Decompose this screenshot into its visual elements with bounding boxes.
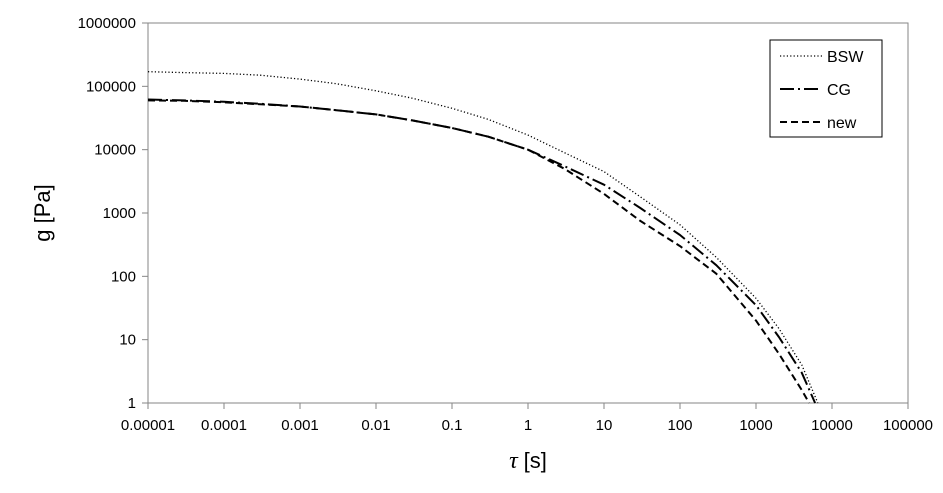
x-tick-label: 0.1 [442,417,463,434]
y-tick-label: 100 [111,268,136,285]
x-axis-symbol: τ [509,448,519,474]
x-axis-title: τ [s] [509,448,547,474]
legend-label-cg: CG [827,82,851,99]
x-tick-label: 10000 [811,417,853,434]
x-tick-label: 0.001 [281,417,319,434]
x-tick-label: 1000 [739,417,772,434]
x-tick-label: 100000 [883,417,933,434]
y-tick-label: 100000 [86,78,136,95]
x-tick-label: 0.0001 [201,417,247,434]
y-tick-label: 1 [128,395,136,412]
series-line-new [147,99,810,404]
legend: BSW CG new [769,39,883,138]
y-axis-title: g [Pa] [30,184,55,241]
legend-label-new: new [827,115,857,132]
y-tick-label: 1000 [103,205,136,222]
y-tick-label: 1000000 [78,15,136,32]
legend-label-bsw: BSW [827,49,864,66]
y-tick-label: 10000 [94,142,136,159]
x-tick-label: 100 [667,417,692,434]
x-tick-label: 0.00001 [121,417,175,434]
series-layer [147,71,819,404]
series-line-bsw [147,71,819,404]
x-tick-label: 1 [524,417,532,434]
y-tick-label: 10 [119,332,136,349]
x-axis-unit: [s] [524,448,547,473]
axes: 0.00001 0.0001 0.001 0.01 0.1 1 10 100 1000 10000… [30,15,933,474]
x-tick-label: 10 [596,417,613,434]
x-tick-label: 0.01 [361,417,390,434]
series-line-cg [147,98,817,404]
